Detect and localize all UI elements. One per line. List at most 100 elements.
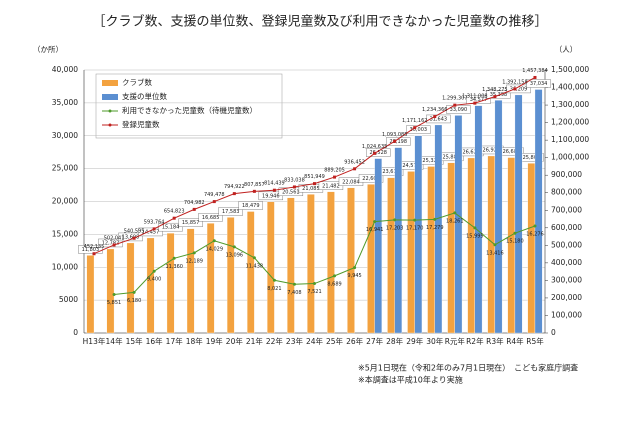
data-label-text: 14,457	[142, 229, 160, 235]
data-label: 1,348,275	[482, 87, 507, 93]
point	[112, 293, 116, 297]
legend-swatch	[102, 80, 118, 86]
data-label: 807,857	[244, 182, 265, 188]
y2-tick-label: 100,000	[551, 310, 582, 319]
x-tick-label: 26年	[346, 336, 364, 346]
y2-tick-label: 500,000	[551, 240, 582, 249]
y2-tick-label: 1,000,000	[551, 153, 589, 162]
data-label: 37,034	[526, 79, 551, 88]
data-label: 889,205	[324, 168, 345, 174]
data-label: 36,209	[506, 84, 531, 94]
data-label: 14,029	[206, 246, 224, 252]
data-label: 15,995	[466, 233, 484, 239]
data-label: 33,090	[446, 105, 471, 114]
data-label: 34,577	[466, 95, 491, 104]
bar	[434, 124, 443, 334]
data-label-text: 22,608	[362, 176, 380, 182]
point	[493, 243, 497, 247]
legend-label: 支援の単位数	[122, 91, 167, 101]
x-tick-label: 22年	[266, 336, 284, 346]
bar	[106, 248, 115, 334]
data-label-text: 21,482	[322, 183, 340, 189]
data-label-text: 15,184	[162, 225, 180, 231]
data-label-text: 26,625	[462, 149, 480, 155]
data-label: 654,823	[164, 209, 185, 215]
point	[313, 282, 316, 286]
x-tick-label: 29年	[406, 336, 424, 346]
y2-tick-label: 1,200,000	[551, 118, 589, 127]
bar	[226, 217, 235, 334]
data-label: 1,311,008	[462, 94, 487, 100]
legend-label: クラブ数	[122, 77, 152, 87]
x-tick-label: 28年	[386, 336, 404, 346]
data-label: 18,261	[446, 218, 464, 224]
point	[212, 200, 216, 204]
bar	[327, 191, 335, 334]
data-label: 1,392,158	[502, 79, 527, 85]
bar	[287, 197, 295, 334]
x-tick-label: R元年	[445, 336, 466, 346]
point	[413, 126, 417, 130]
y-tick-label: 10,000	[52, 262, 78, 271]
point	[212, 239, 216, 243]
legend-label: 利用できなかった児童数（待機児童数）	[122, 105, 257, 115]
point	[333, 274, 337, 278]
y-tick-label: 40,000	[52, 65, 78, 74]
y-axis-label: （か所）	[33, 44, 63, 54]
y-tick-label: 30,000	[52, 131, 78, 140]
bar	[267, 201, 275, 334]
y2-tick-label: 0	[551, 328, 556, 337]
data-label: 16,276	[526, 231, 544, 237]
point	[192, 207, 196, 211]
point	[433, 115, 437, 119]
y-tick-label: 5000	[59, 295, 78, 304]
x-tick-label: R4年	[506, 336, 524, 346]
data-label-text: 26,683	[503, 149, 521, 155]
bar	[247, 211, 255, 334]
y2-tick-label: 1,400,000	[551, 83, 589, 92]
note: ※本調査は平成10年より実施	[358, 375, 463, 385]
point	[513, 231, 517, 235]
y2-tick-label: 800,000	[551, 188, 582, 197]
x-tick-label: 15年	[126, 336, 144, 346]
bar	[407, 171, 415, 334]
x-tick-label: R3年	[486, 336, 504, 346]
bar	[86, 255, 95, 334]
point	[192, 251, 196, 255]
data-label-text: 28,198	[390, 139, 408, 145]
data-label-text: 12,782	[102, 240, 120, 246]
data-label: 17,583	[218, 207, 243, 216]
data-label-box	[506, 84, 531, 94]
bar	[447, 162, 455, 334]
point	[292, 282, 296, 286]
data-label: 15,180	[506, 239, 524, 245]
y2-tick-label: 1,100,000	[551, 135, 589, 144]
data-label: 22,608	[358, 174, 384, 183]
data-label: 9,945	[347, 273, 361, 279]
legend	[95, 73, 283, 139]
data-label-text: 30,003	[410, 127, 428, 133]
point	[433, 217, 437, 221]
data-label: 30,003	[406, 125, 431, 134]
data-label-box	[78, 245, 103, 254]
point	[232, 192, 236, 196]
data-label-box	[466, 95, 491, 104]
data-label: 540,595	[124, 229, 145, 235]
y-tick-label: 15,000	[52, 229, 78, 238]
bar	[474, 105, 483, 334]
point	[453, 103, 457, 107]
bar	[427, 166, 435, 334]
data-label: 833,038	[284, 177, 305, 183]
data-label: 1,171,162	[402, 118, 427, 124]
bar	[467, 157, 475, 334]
data-label: 11,803	[78, 245, 103, 254]
y2-tick-label: 1,300,000	[551, 100, 589, 109]
point	[272, 188, 276, 192]
y2-tick-label: 300,000	[551, 275, 582, 284]
point	[373, 151, 377, 155]
data-label: 936,452	[344, 159, 365, 165]
bar	[394, 147, 403, 334]
data-label-text: 15,857	[182, 220, 200, 226]
bar	[146, 237, 155, 334]
y2-tick-label: 400,000	[551, 258, 582, 267]
